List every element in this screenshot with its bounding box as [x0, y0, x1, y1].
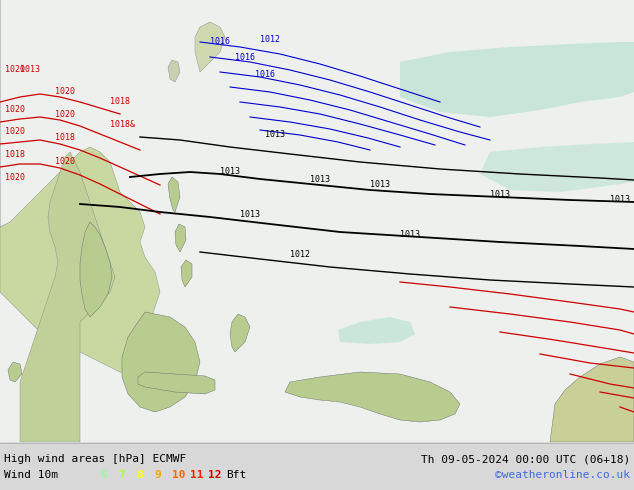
Polygon shape [230, 314, 250, 352]
Polygon shape [550, 357, 634, 442]
Polygon shape [0, 0, 170, 377]
Polygon shape [181, 260, 192, 287]
Polygon shape [138, 372, 215, 394]
Text: 1013: 1013 [370, 180, 390, 189]
Text: 6: 6 [100, 470, 107, 480]
Text: 10: 10 [172, 470, 186, 480]
Polygon shape [122, 312, 200, 412]
Text: 1020: 1020 [55, 157, 75, 166]
Text: 1020: 1020 [5, 173, 25, 182]
Text: 1018: 1018 [110, 97, 130, 106]
Text: Bft: Bft [226, 470, 246, 480]
Text: 1016: 1016 [210, 37, 230, 46]
Polygon shape [195, 22, 225, 72]
Text: 1016: 1016 [235, 53, 255, 62]
Text: ©weatheronline.co.uk: ©weatheronline.co.uk [495, 470, 630, 480]
Polygon shape [20, 152, 115, 442]
Text: 1013: 1013 [20, 65, 40, 74]
Text: 1012: 1012 [290, 250, 310, 259]
Text: 1013: 1013 [265, 130, 285, 139]
Text: 1020: 1020 [5, 65, 25, 74]
Text: 1013: 1013 [610, 195, 630, 204]
Text: 9: 9 [154, 470, 161, 480]
Text: 1012: 1012 [260, 35, 280, 44]
Polygon shape [175, 224, 186, 252]
Polygon shape [168, 177, 180, 212]
Text: 1020: 1020 [55, 110, 75, 119]
Text: 1020: 1020 [55, 87, 75, 96]
Text: 1018&: 1018& [110, 120, 135, 129]
Text: High wind areas [hPa] ECMWF: High wind areas [hPa] ECMWF [4, 454, 186, 464]
Polygon shape [400, 42, 634, 117]
Text: 1020: 1020 [5, 127, 25, 136]
Text: Wind 10m: Wind 10m [4, 470, 58, 480]
Text: 1013: 1013 [310, 175, 330, 184]
Text: 1013: 1013 [490, 190, 510, 199]
Polygon shape [168, 60, 180, 82]
Text: 11: 11 [190, 470, 204, 480]
Text: 1018: 1018 [55, 133, 75, 142]
Polygon shape [8, 362, 22, 382]
Polygon shape [480, 142, 634, 192]
Text: 7: 7 [118, 470, 125, 480]
Polygon shape [285, 372, 460, 422]
Text: Th 09-05-2024 00:00 UTC (06+18): Th 09-05-2024 00:00 UTC (06+18) [421, 454, 630, 464]
Polygon shape [80, 222, 112, 317]
Text: 1013: 1013 [400, 230, 420, 239]
Text: 1018: 1018 [5, 150, 25, 159]
Text: 8: 8 [136, 470, 143, 480]
Text: 1013: 1013 [240, 210, 260, 219]
Text: 1020: 1020 [5, 105, 25, 114]
Polygon shape [338, 317, 415, 344]
Text: 12: 12 [208, 470, 221, 480]
Text: 1016: 1016 [255, 70, 275, 79]
Text: 1013: 1013 [220, 167, 240, 176]
